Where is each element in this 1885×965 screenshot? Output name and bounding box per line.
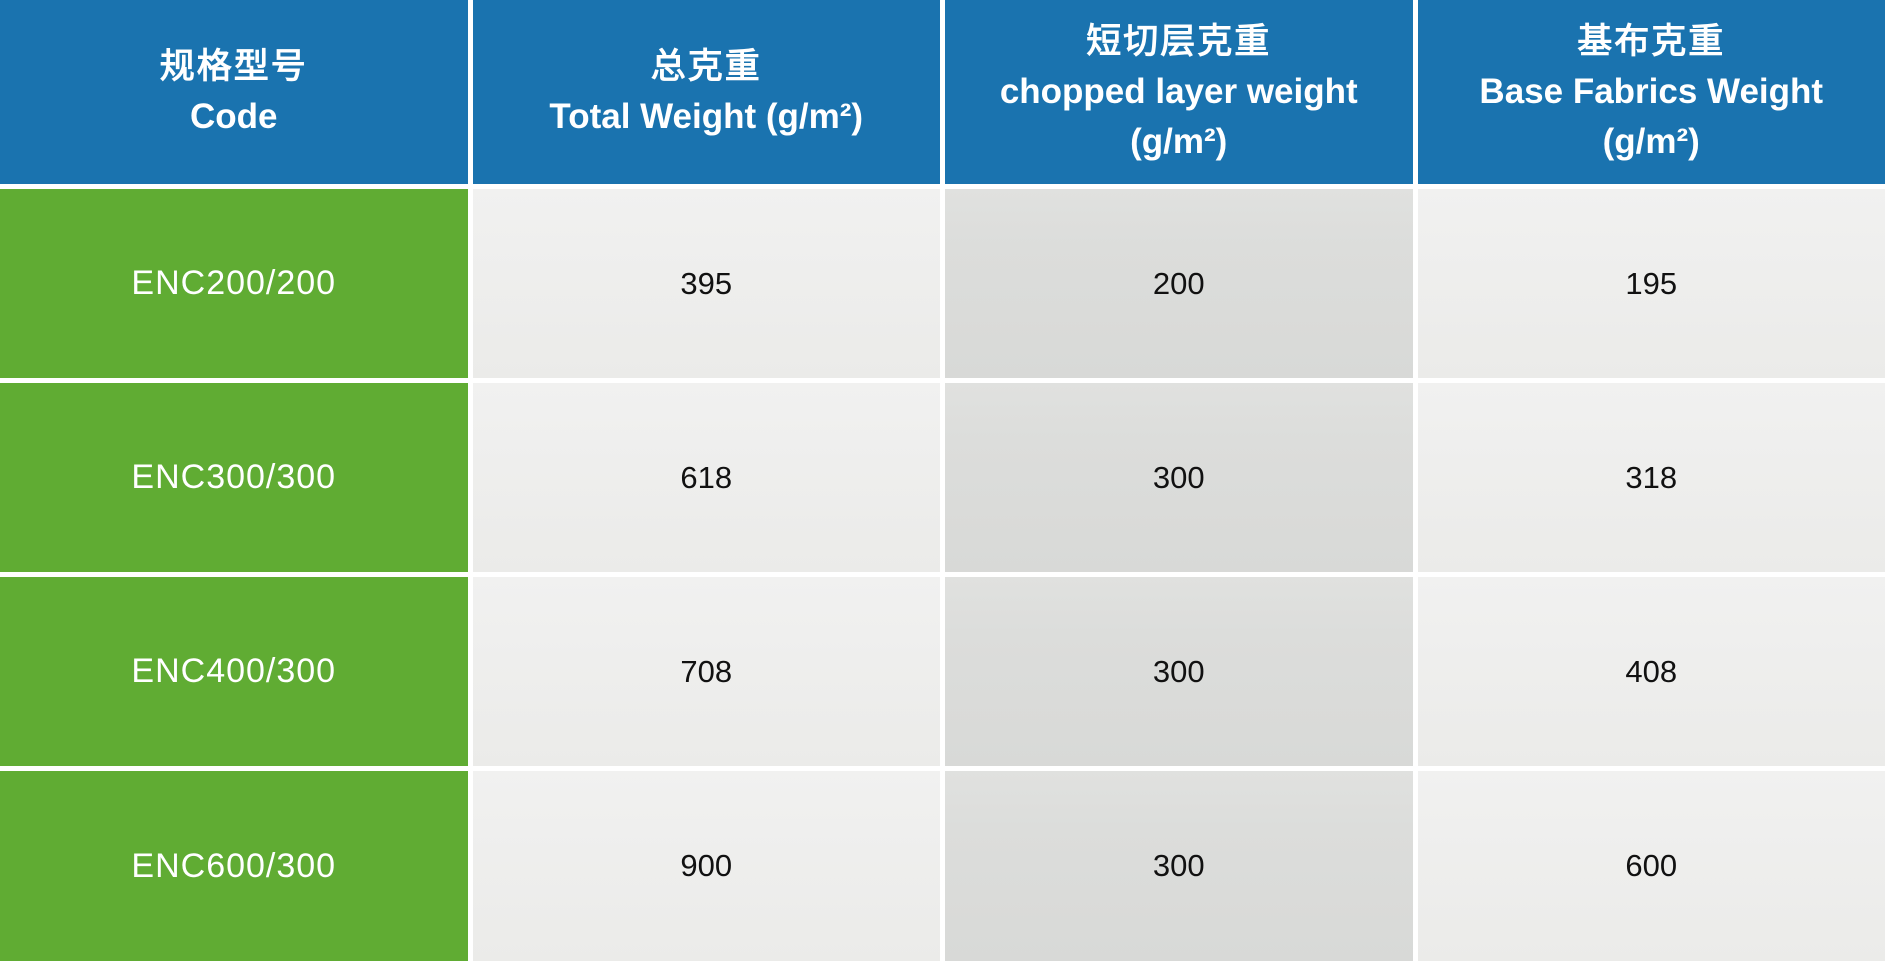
base-fabrics-weight-cell: 408 <box>1417 577 1885 766</box>
header-cell-base-fabrics-weight: 基布克重 Base Fabrics Weight (g/m²) <box>1417 0 1885 184</box>
header-cell-chopped-layer-weight: 短切层克重 chopped layer weight (g/m²) <box>945 0 1413 184</box>
chopped-layer-weight-cell: 300 <box>945 383 1413 572</box>
header-code-en: Code <box>190 97 278 136</box>
header-cell-code: 规格型号 Code <box>0 0 468 184</box>
header-chopped-layer-weight-unit: (g/m²) <box>1130 121 1228 161</box>
total-weight-cell: 708 <box>472 577 940 766</box>
header-chopped-layer-weight-en: chopped layer weight <box>999 72 1358 112</box>
header-code-zh: 规格型号 <box>159 47 308 87</box>
header-base-fabrics-weight-unit: (g/m²) <box>1602 121 1700 161</box>
chopped-layer-weight-cell: 300 <box>945 577 1413 766</box>
total-weight-cell: 900 <box>472 771 940 961</box>
header-base-fabrics-weight-en: Base Fabrics Weight <box>1479 72 1824 112</box>
total-weight-cell: 618 <box>472 383 940 572</box>
base-fabrics-weight-cell: 195 <box>1417 189 1885 378</box>
base-fabrics-weight-cell: 600 <box>1417 771 1885 961</box>
chopped-layer-weight-cell: 200 <box>945 189 1413 378</box>
header-chopped-layer-weight-zh: 短切层克重 <box>1086 22 1272 62</box>
code-cell: ENC600/300 <box>0 771 468 961</box>
header-total-weight-zh: 总克重 <box>650 47 762 87</box>
total-weight-cell: 395 <box>472 189 940 378</box>
base-fabrics-weight-cell: 318 <box>1417 383 1885 572</box>
header-base-fabrics-weight-zh: 基布克重 <box>1577 22 1726 62</box>
code-cell: ENC400/300 <box>0 577 468 766</box>
code-cell: ENC200/200 <box>0 189 468 378</box>
header-cell-total-weight: 总克重 Total Weight (g/m²) <box>472 0 940 184</box>
chopped-layer-weight-cell: 300 <box>945 771 1413 961</box>
code-cell: ENC300/300 <box>0 383 468 572</box>
header-total-weight-en: Total Weight (g/m²) <box>549 97 864 136</box>
